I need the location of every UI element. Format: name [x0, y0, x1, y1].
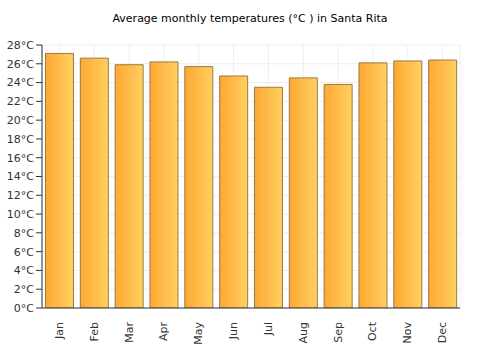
svg-text:0°C: 0°C	[14, 302, 34, 315]
svg-text:May: May	[192, 322, 205, 345]
svg-text:Jun: Jun	[227, 322, 240, 340]
svg-text:Feb: Feb	[88, 322, 101, 341]
svg-text:22°C: 22°C	[8, 95, 34, 108]
svg-text:Mar: Mar	[123, 322, 136, 343]
svg-text:Dec: Dec	[436, 322, 449, 343]
svg-text:Nov: Nov	[401, 322, 414, 344]
svg-text:Jan: Jan	[53, 322, 66, 340]
svg-text:14°C: 14°C	[8, 170, 34, 183]
svg-text:Jul: Jul	[262, 322, 275, 336]
svg-text:Oct: Oct	[366, 321, 379, 341]
svg-text:12°C: 12°C	[8, 189, 34, 202]
svg-text:28°C: 28°C	[8, 39, 34, 52]
svg-text:10°C: 10°C	[8, 208, 34, 221]
svg-text:Sep: Sep	[332, 322, 345, 343]
html-text:Average monthly temperatures (: Average monthly temperatures (°C ) in Sa…	[112, 12, 388, 25]
svg-text:Apr: Apr	[157, 322, 170, 342]
svg-text:6°C: 6°C	[14, 246, 34, 259]
svg-text:2°C: 2°C	[14, 283, 34, 296]
svg-text:18°C: 18°C	[8, 133, 34, 146]
svg-text:24°C: 24°C	[8, 76, 34, 89]
svg-text:Aug: Aug	[297, 322, 310, 343]
svg-text:20°C: 20°C	[8, 114, 34, 127]
svg-text:26°C: 26°C	[8, 58, 34, 71]
svg-text:16°C: 16°C	[8, 152, 34, 165]
svg-text:8°C: 8°C	[14, 227, 34, 240]
svg-text:4°C: 4°C	[14, 264, 34, 277]
